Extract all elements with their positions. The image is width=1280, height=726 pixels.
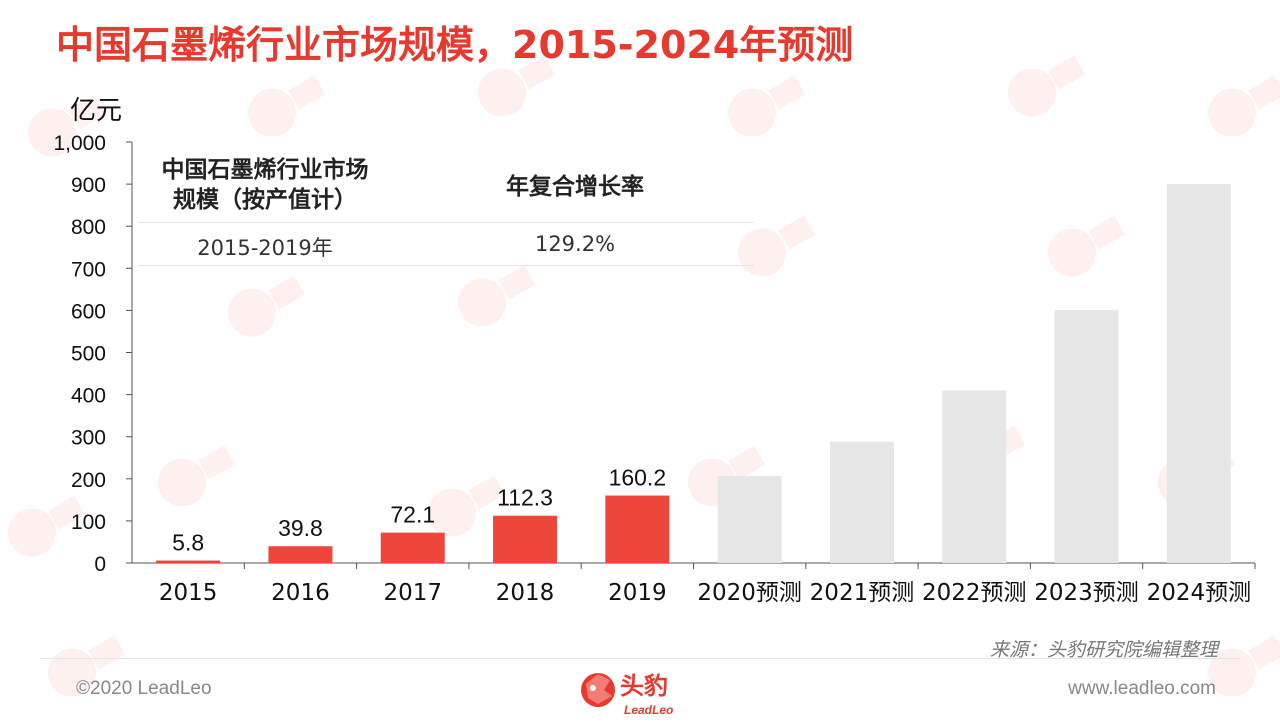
bar (1054, 309, 1119, 563)
leadleo-logo: 头豹 LeadLeo (581, 672, 673, 717)
x-tick-label: 2022预测 (922, 580, 1027, 606)
source-note: 来源：头豹研究院编辑整理 (989, 639, 1218, 661)
website-link[interactable]: www.leadleo.com (1068, 678, 1216, 699)
copyright-text: ©2020 LeadLeo (76, 678, 212, 699)
footer-divider (40, 658, 1240, 659)
data-label: 72.1 (390, 502, 435, 528)
y-tick-label: 200 (71, 469, 106, 492)
logo-sub: LeadLeo (624, 703, 673, 717)
bar (380, 532, 445, 563)
x-tick-label: 2023预测 (1034, 580, 1139, 606)
y-tick-label: 500 (71, 343, 106, 366)
y-tick-label: 400 (71, 385, 106, 408)
cagr-rate: 129.2% (534, 232, 616, 256)
data-label: 112.3 (497, 485, 553, 511)
cagr-header-metric: 中国石墨烯行业市场 规模（按产值计） (140, 155, 390, 215)
y-axis-unit-label: 亿元 (70, 96, 123, 126)
x-tick-label: 2015 (159, 580, 218, 606)
bar (942, 390, 1007, 563)
y-tick-label: 100 (71, 511, 106, 534)
cagr-bottom-divider (138, 265, 754, 266)
x-tick-label: 2024预测 (1147, 580, 1252, 606)
cagr-header-metric-line2: 规模（按产值计） (173, 187, 357, 213)
leopard-head-icon (581, 673, 615, 707)
y-tick-label: 600 (71, 300, 106, 323)
x-tick-label: 2018 (496, 580, 555, 606)
y-tick-label: 300 (71, 427, 106, 450)
bar (493, 515, 558, 563)
data-label: 5.8 (172, 530, 204, 556)
bar (268, 546, 333, 563)
bar (717, 475, 782, 563)
logo-name: 头豹 (620, 672, 668, 700)
bar (1166, 184, 1231, 563)
bar (829, 441, 894, 563)
x-tick-label: 2021预测 (810, 580, 915, 606)
data-label: 160.2 (609, 465, 667, 491)
x-tick-label: 2016 (271, 580, 330, 606)
page-title: 中国石墨烯行业市场规模，2015-2024年预测 (56, 23, 854, 67)
y-tick-label: 900 (71, 174, 106, 197)
data-label: 39.8 (278, 515, 323, 541)
y-tick-label: 1,000 (53, 132, 106, 155)
bar (605, 495, 670, 563)
cagr-header-rate: 年复合增长率 (506, 174, 644, 200)
y-tick-label: 700 (71, 258, 106, 281)
y-tick-label: 800 (71, 216, 106, 239)
cagr-header-metric-line1: 中国石墨烯行业市场 (161, 157, 369, 183)
x-tick-label: 2020预测 (697, 580, 802, 606)
bar (156, 560, 221, 563)
cagr-period: 2015-2019年 (197, 236, 333, 260)
x-tick-label: 2017 (383, 580, 442, 606)
cagr-header-divider (138, 222, 754, 223)
y-tick-label: 0 (94, 553, 106, 576)
x-tick-label: 2019 (608, 580, 667, 606)
